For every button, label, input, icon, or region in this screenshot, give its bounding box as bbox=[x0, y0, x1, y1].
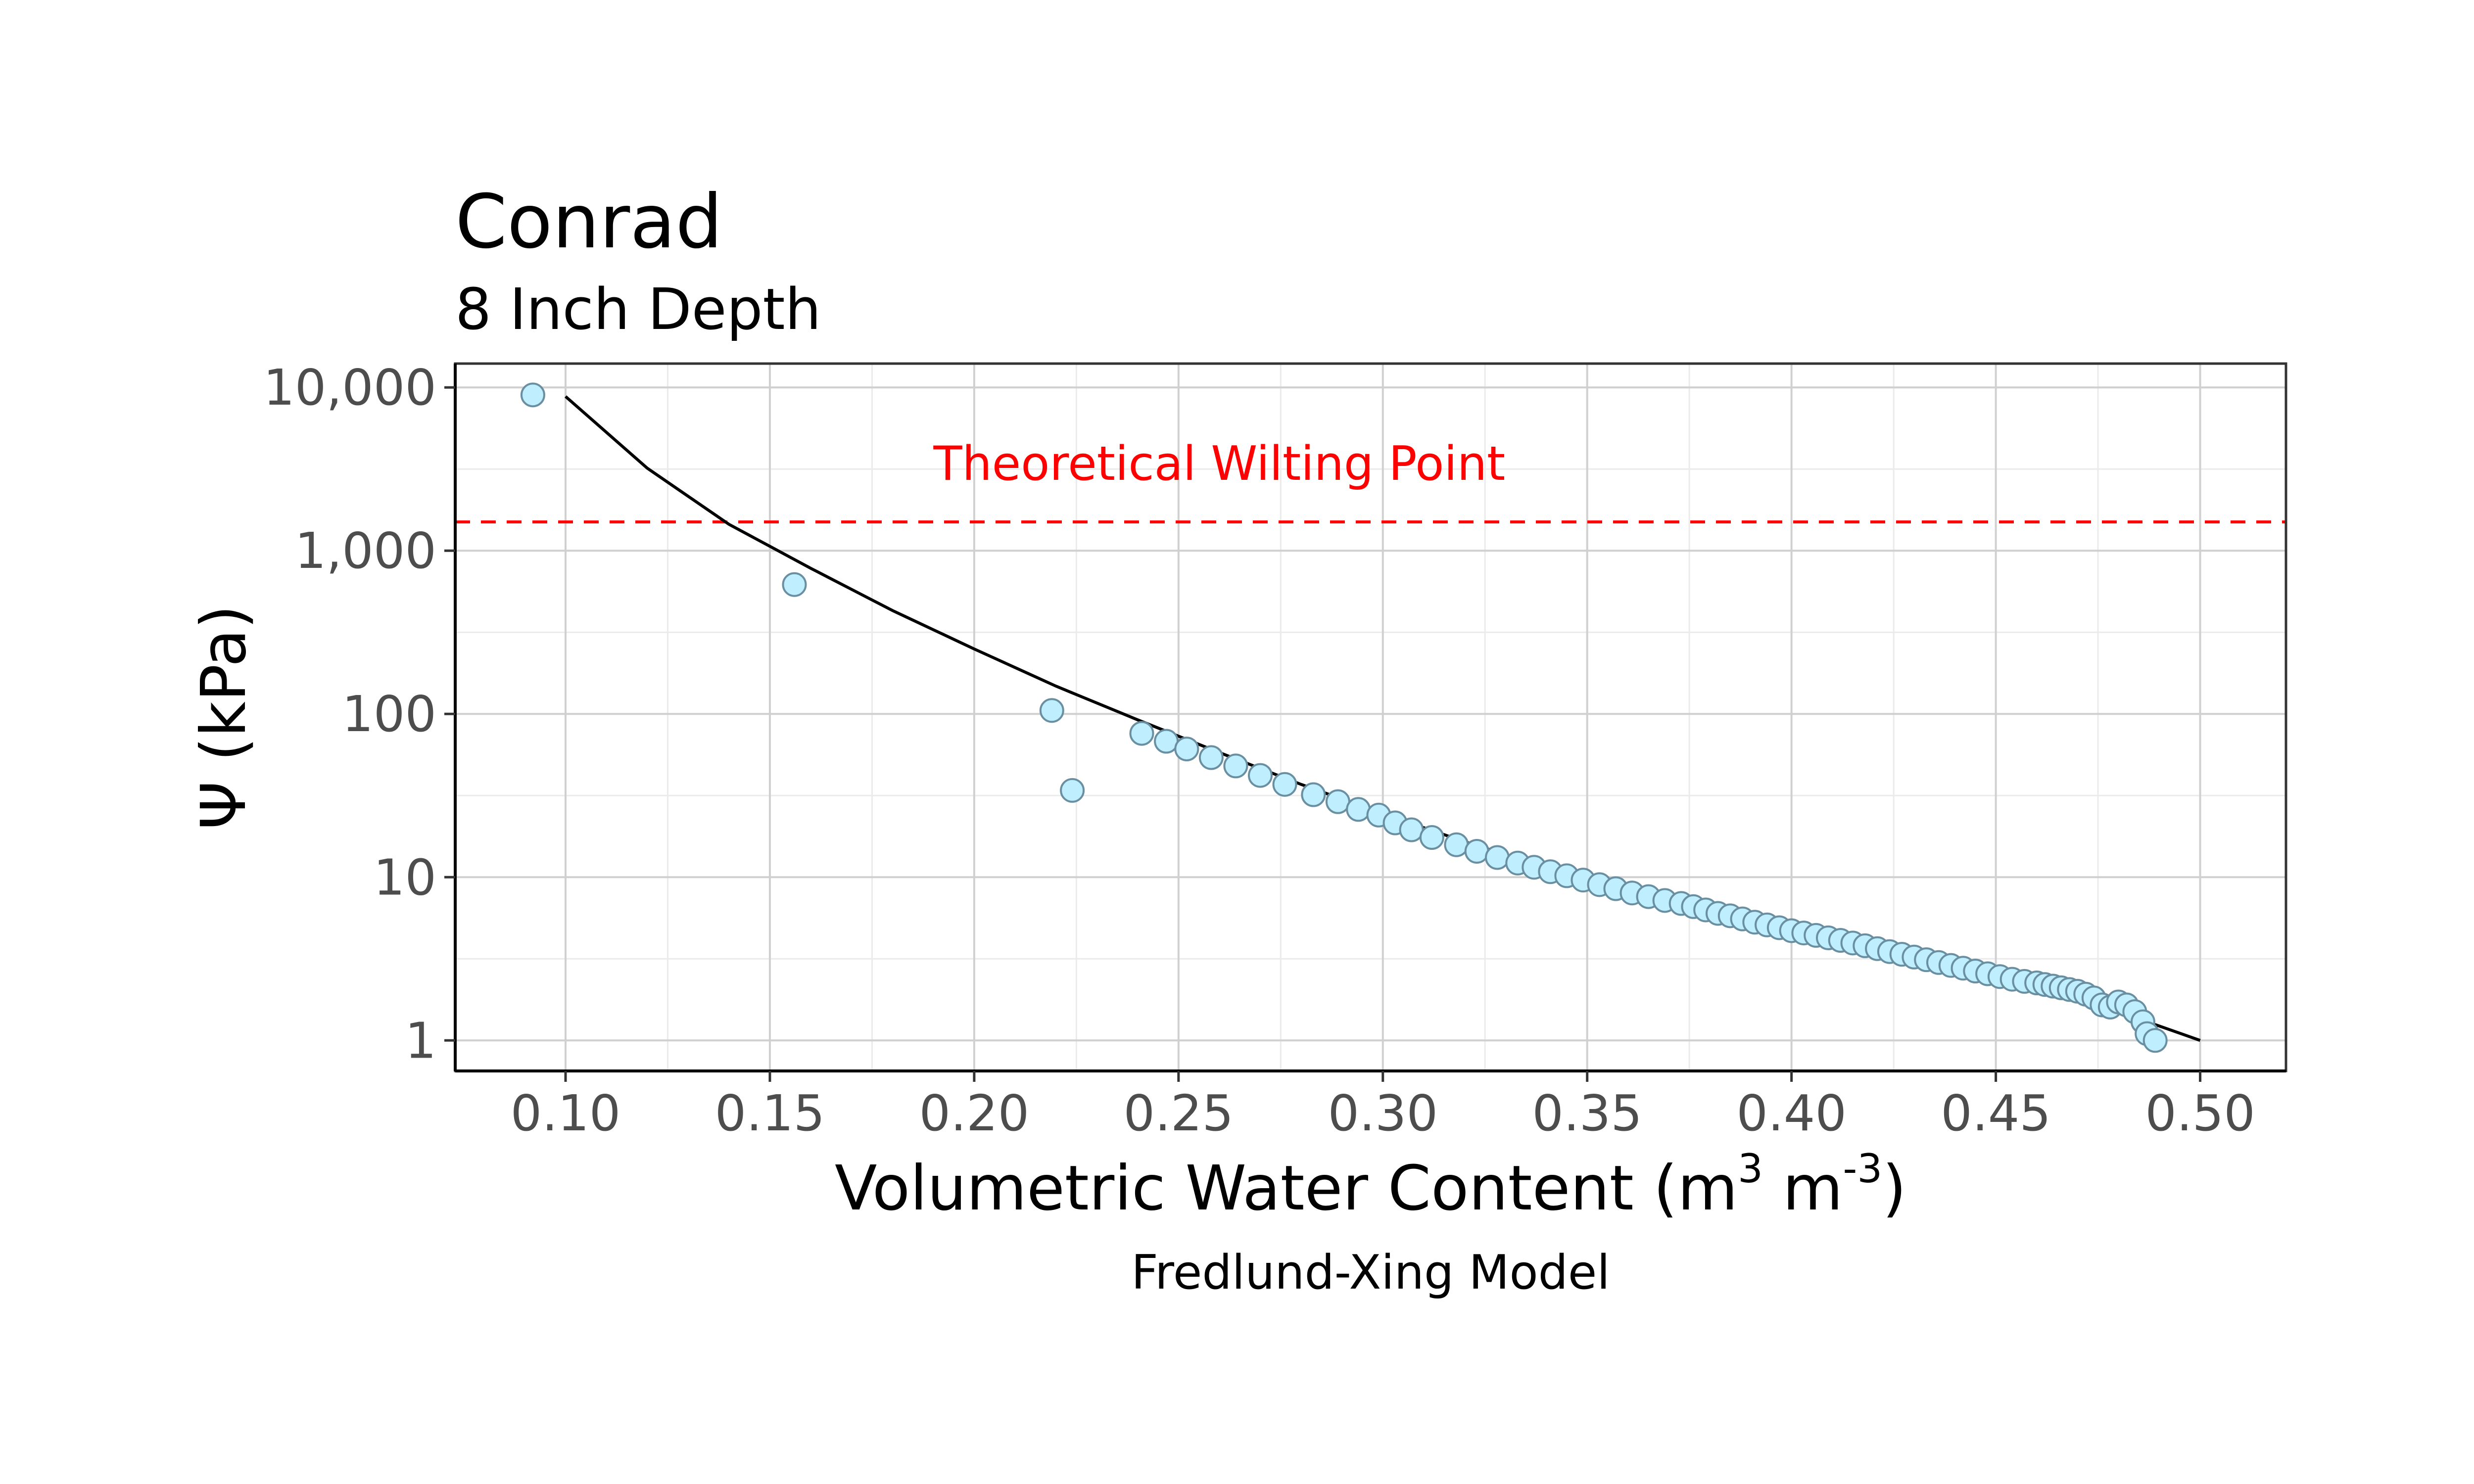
x-axis-title-mid: m bbox=[1763, 1153, 1843, 1224]
x-axis-title-main: Volumetric Water Content (m bbox=[835, 1153, 1738, 1224]
data-point bbox=[1174, 737, 1199, 762]
data-point bbox=[1301, 782, 1326, 807]
x-tick-label: 0.35 bbox=[1532, 1084, 1642, 1142]
grid-minor bbox=[455, 364, 2286, 1071]
data-point bbox=[2142, 1028, 2168, 1053]
y-tick-label: 10,000 bbox=[263, 359, 436, 417]
data-point bbox=[1485, 845, 1510, 870]
grid-major bbox=[455, 364, 2286, 1071]
data-point bbox=[1223, 753, 1248, 779]
reference-line-group: Theoretical Wilting Point bbox=[455, 437, 2286, 524]
x-axis-title-sup1: 3 bbox=[1738, 1146, 1763, 1192]
chart-title: Conrad bbox=[455, 179, 722, 265]
data-point bbox=[782, 572, 807, 597]
data-point bbox=[1272, 772, 1297, 797]
x-tick-label: 0.50 bbox=[2145, 1084, 2255, 1142]
data-point bbox=[1346, 797, 1371, 822]
data-point bbox=[1419, 825, 1444, 850]
wilting-point-label: Theoretical Wilting Point bbox=[933, 437, 1506, 491]
x-axis-title-sup2: -3 bbox=[1843, 1146, 1883, 1192]
x-tick-label: 0.25 bbox=[1124, 1084, 1234, 1142]
y-tick-label: 1 bbox=[405, 1012, 436, 1069]
x-tick-label: 0.15 bbox=[715, 1084, 825, 1142]
data-point bbox=[1444, 832, 1469, 857]
x-tick-label: 0.20 bbox=[919, 1084, 1030, 1142]
plot-panel bbox=[455, 364, 2286, 1071]
data-point bbox=[1325, 789, 1350, 814]
x-tick-label: 0.45 bbox=[1941, 1084, 2051, 1142]
data-point bbox=[1060, 778, 1085, 803]
y-axis-ticks: 1 10 100 1,000 10,000 bbox=[263, 359, 455, 1069]
y-tick-label: 10 bbox=[374, 848, 436, 906]
data-point bbox=[1129, 721, 1154, 746]
data-point bbox=[1248, 763, 1273, 788]
data-point bbox=[1464, 838, 1489, 864]
chart-subtitle: 8 Inch Depth bbox=[455, 277, 821, 343]
x-axis-title: Volumetric Water Content (m3 m-3) bbox=[835, 1146, 1906, 1224]
x-tick-label: 0.40 bbox=[1736, 1084, 1847, 1142]
data-point bbox=[520, 382, 545, 408]
chart-caption: Fredlund-Xing Model bbox=[1131, 1246, 1610, 1300]
data-point bbox=[1039, 698, 1064, 723]
y-tick-label: 100 bbox=[342, 685, 436, 743]
x-axis-ticks: 0.10 0.15 0.20 0.25 0.30 0.35 0.40 0.45 0.50 bbox=[511, 1071, 2255, 1142]
data-point bbox=[1154, 729, 1179, 754]
x-axis-title-end: ) bbox=[1882, 1153, 1906, 1224]
x-tick-label: 0.10 bbox=[511, 1084, 621, 1142]
y-axis-title: Ψ (kPa) bbox=[188, 605, 260, 830]
y-tick-label: 1,000 bbox=[295, 522, 436, 580]
data-point bbox=[1198, 745, 1224, 770]
observed-points bbox=[520, 382, 2168, 1053]
data-point bbox=[1399, 817, 1424, 842]
x-tick-label: 0.30 bbox=[1328, 1084, 1438, 1142]
